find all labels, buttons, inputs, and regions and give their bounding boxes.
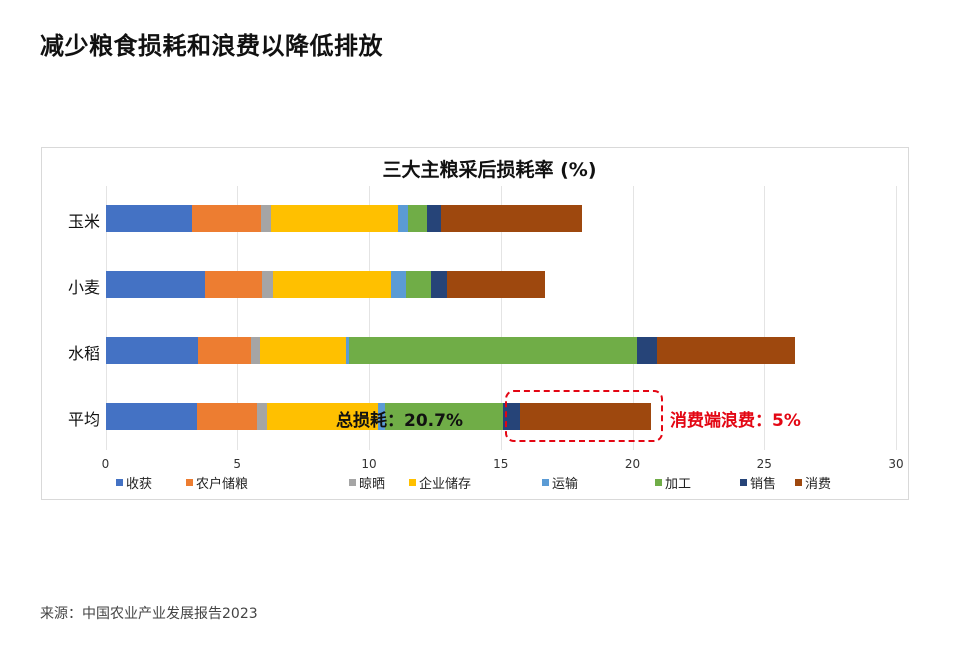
- x-tick-label: 15: [493, 457, 509, 471]
- category-label: 水稻: [67, 344, 100, 363]
- legend-swatch-icon: [542, 479, 549, 486]
- bar-segment: [197, 337, 251, 364]
- x-tick-label: 0: [101, 457, 110, 471]
- legend-swatch-icon: [116, 479, 123, 486]
- gridline: [764, 186, 765, 450]
- bar-segment: [267, 403, 378, 430]
- legend-item: 晾晒: [349, 473, 385, 492]
- legend-item: 消费: [795, 473, 831, 492]
- bar-segment: [637, 337, 658, 364]
- gridline: [369, 186, 370, 450]
- legend-swatch-icon: [186, 479, 193, 486]
- legend-item: 运输: [542, 473, 578, 492]
- bar-segment: [257, 403, 268, 430]
- category-label: 玉米: [67, 212, 100, 231]
- bar-segment: [105, 403, 197, 430]
- bar-segment: [426, 205, 441, 232]
- chart-title: 三大主粮采后损耗率 (%): [382, 159, 597, 181]
- legend-label: 销售: [750, 477, 777, 492]
- bar-segment: [447, 271, 545, 298]
- legend-swatch-icon: [349, 479, 356, 486]
- legend-item: 加工: [655, 473, 691, 492]
- x-tick-label: 10: [361, 457, 377, 471]
- bar-segment: [397, 205, 408, 232]
- bar-segment: [260, 205, 271, 232]
- chart-container: [41, 147, 909, 500]
- category-label: 小麦: [67, 278, 100, 297]
- gridline: [237, 186, 238, 450]
- legend-label: 企业储存: [419, 477, 472, 492]
- bar-segment: [250, 337, 260, 364]
- bar-segment: [430, 271, 448, 298]
- bar-segment: [192, 205, 261, 232]
- total-loss-annotation: 总损耗：20.7%: [336, 411, 463, 431]
- legend-item: 农户储粮: [186, 473, 248, 492]
- bar-segment: [105, 337, 198, 364]
- bar-segment: [503, 403, 520, 430]
- bar-segment: [259, 337, 346, 364]
- legend-swatch-icon: [655, 479, 662, 486]
- legend-label: 运输: [552, 477, 579, 492]
- bar-segment: [657, 337, 795, 364]
- legend-label: 农户储粮: [196, 477, 249, 492]
- bar-segment: [407, 205, 427, 232]
- legend-label: 加工: [665, 477, 692, 492]
- legend-swatch-icon: [795, 479, 802, 486]
- legend-label: 消费: [805, 477, 832, 492]
- legend-swatch-icon: [740, 479, 747, 486]
- gridline: [501, 186, 502, 450]
- x-tick-label: 30: [888, 457, 904, 471]
- bar-segment: [385, 403, 504, 430]
- page-title: 减少粮食损耗和浪费以降低排放: [40, 32, 383, 60]
- gridline: [106, 186, 107, 450]
- source-note: 来源：中国农业产业发展报告2023: [40, 606, 258, 622]
- bar-segment: [405, 271, 431, 298]
- bar-segment: [105, 205, 193, 232]
- gridline: [633, 186, 634, 450]
- bar-segment: [390, 271, 406, 298]
- bar-segment: [519, 403, 651, 430]
- bar-segment: [345, 337, 349, 364]
- x-tick-label: 20: [624, 457, 641, 471]
- category-label: 平均: [67, 410, 100, 429]
- bar-segment: [272, 271, 391, 298]
- legend-label: 收获: [126, 477, 153, 492]
- legend-swatch-icon: [409, 479, 416, 486]
- consumer-waste-annotation: 消费端浪费：5%: [670, 411, 801, 431]
- bar-segment: [377, 403, 386, 430]
- legend-item: 企业储存: [409, 473, 471, 492]
- legend-item: 收获: [116, 473, 152, 492]
- bar-segment: [348, 337, 638, 364]
- bar-segment: [204, 271, 262, 298]
- consumer-waste-highlight-box: [505, 390, 663, 442]
- gridline: [896, 186, 897, 450]
- bar-segment: [270, 205, 398, 232]
- legend-item: 销售: [740, 473, 776, 492]
- bar-segment: [261, 271, 273, 298]
- bar-segment: [105, 271, 205, 298]
- bar-segment: [440, 205, 582, 232]
- x-tick-label: 25: [756, 457, 772, 471]
- legend-label: 晾晒: [359, 477, 386, 492]
- bar-segment: [196, 403, 257, 430]
- x-tick-label: 5: [233, 457, 242, 471]
